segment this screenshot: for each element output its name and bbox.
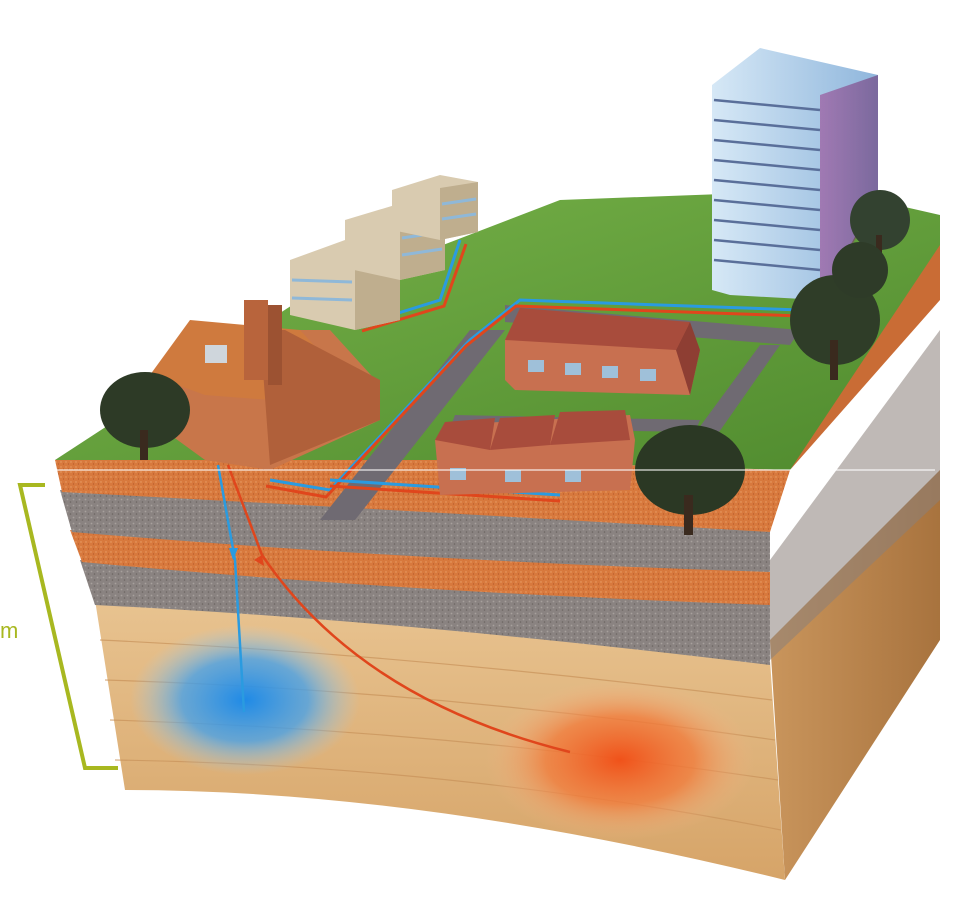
soil-layer-middle [70, 530, 770, 605]
tree [832, 242, 888, 298]
terraced-houses [505, 308, 700, 395]
depth-label: m [0, 618, 19, 643]
cold-flow-arrow [229, 548, 238, 560]
house-row [435, 410, 635, 495]
factory [145, 300, 380, 470]
cold-water-well [216, 464, 246, 713]
block-side-face [770, 470, 940, 880]
tree [850, 190, 910, 263]
warm-flow-arrow [254, 555, 264, 566]
depth-bracket [17, 483, 118, 770]
gravel-layer-lower [80, 560, 770, 665]
warm-water-well [226, 464, 571, 754]
side-gravel-layer [770, 330, 940, 660]
warm-water-zone [485, 680, 755, 840]
cold-water-zone [130, 625, 360, 775]
office-tower [712, 48, 878, 300]
tree [100, 372, 190, 460]
gravel-layer-upper [60, 490, 770, 572]
apartment-block-3 [392, 175, 478, 240]
